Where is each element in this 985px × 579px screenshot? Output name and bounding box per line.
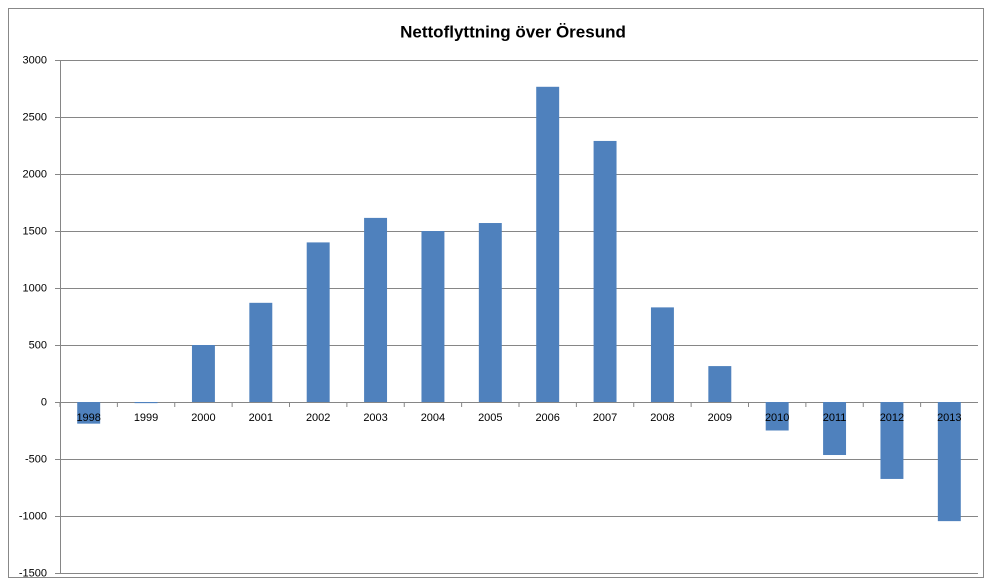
y-tick-label: 500 (29, 339, 47, 351)
y-tick-label: -1000 (19, 510, 47, 522)
bar (191, 345, 215, 402)
y-tick-label: 2000 (23, 168, 47, 180)
x-tick-label: 2006 (535, 412, 559, 424)
bar (134, 402, 158, 404)
x-tick-label: 2001 (249, 412, 273, 424)
bar (708, 366, 732, 402)
y-tick-label: 1500 (23, 225, 47, 237)
y-tick-label: 1000 (23, 282, 47, 294)
bar (364, 217, 388, 402)
bar (650, 307, 674, 402)
chart-title: Nettoflyttning över Öresund (400, 22, 626, 41)
x-tick-label: 2004 (421, 412, 445, 424)
bar (593, 140, 617, 402)
x-tick-label: 1998 (76, 412, 100, 424)
y-tick-label: -1500 (19, 567, 47, 579)
bar (536, 86, 560, 402)
x-tick-label: 2009 (708, 412, 732, 424)
x-tick-label: 2012 (880, 412, 904, 424)
y-tick-label: -500 (25, 453, 47, 465)
x-tick-label: 2005 (478, 412, 502, 424)
bar (306, 242, 330, 402)
x-tick-label: 2011 (823, 412, 847, 424)
x-tick-label: 2013 (937, 412, 961, 424)
bar (937, 402, 961, 522)
x-tick-label: 2003 (363, 412, 387, 424)
x-tick-label: 1999 (134, 412, 158, 424)
bar (880, 402, 904, 479)
bar (77, 402, 101, 424)
bar (823, 402, 847, 456)
y-tick-label: 3000 (23, 54, 47, 66)
x-tick-label: 2000 (191, 412, 215, 424)
bar (765, 402, 789, 431)
bar (421, 231, 445, 402)
x-tick-label: 2008 (650, 412, 674, 424)
x-tick-label: 2002 (306, 412, 330, 424)
x-tick-label: 2010 (765, 412, 789, 424)
y-tick-label: 0 (41, 396, 47, 408)
bar (478, 223, 502, 402)
y-tick-label: 2500 (23, 111, 47, 123)
bar (249, 302, 273, 402)
x-tick-label: 2007 (593, 412, 617, 424)
